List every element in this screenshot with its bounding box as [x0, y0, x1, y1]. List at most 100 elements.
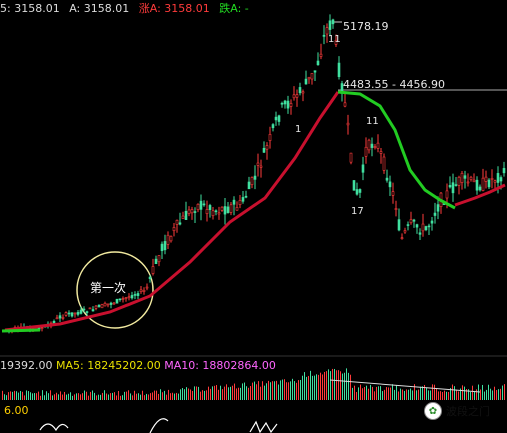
volume-trend-line: [329, 379, 481, 393]
volume-bar: [334, 368, 335, 400]
volume-bar: [80, 394, 81, 400]
volume-bar: [12, 391, 13, 400]
candle-body: [397, 219, 401, 231]
volume-bar: [186, 387, 187, 400]
volume-bar: [22, 391, 23, 400]
volume-bar: [350, 374, 351, 400]
candle-body: [496, 173, 500, 183]
volume-bar: [316, 374, 317, 400]
logo-icon: ✿: [424, 402, 442, 420]
candle-body: [94, 305, 98, 309]
volume-bar: [166, 394, 167, 400]
candle-body: [487, 179, 491, 188]
volume-bar: [140, 394, 141, 400]
candle-body: [85, 311, 89, 313]
volume-bar: [378, 386, 379, 400]
candle-body: [130, 295, 134, 299]
ma-line-green-start: [1, 328, 41, 333]
candle-body: [373, 146, 377, 148]
volume-bar: [414, 384, 415, 400]
volume-bar: [52, 395, 53, 400]
volume-bar: [400, 388, 401, 400]
volume-bar: [24, 395, 25, 400]
volume-bar: [190, 389, 191, 400]
volume-bar: [152, 392, 153, 400]
volume-bar: [376, 386, 377, 400]
candle-body: [100, 304, 104, 309]
candle-body: [79, 309, 83, 314]
volume-bar: [240, 387, 241, 400]
volume-bar: [202, 390, 203, 400]
volume-bar: [338, 370, 339, 400]
candle-body: [52, 320, 56, 324]
candle-body: [415, 224, 419, 228]
candle-body: [355, 189, 359, 195]
candle-body: [139, 289, 143, 293]
label-17: 17: [351, 206, 364, 217]
candle-body: [244, 195, 248, 198]
volume-bar: [328, 369, 329, 400]
candle-body: [229, 204, 233, 213]
candle-body: [283, 100, 287, 105]
candle-body: [271, 124, 275, 129]
volume-bar: [76, 393, 77, 400]
volume-bar: [102, 392, 103, 400]
candle-body: [277, 115, 281, 122]
volume-bar: [230, 386, 231, 400]
volume-bar: [434, 384, 435, 400]
candle-body: [82, 308, 86, 311]
volume-bar: [368, 388, 369, 400]
candle-body: [367, 139, 371, 151]
volume-bar: [404, 390, 405, 400]
volume-bar: [486, 389, 487, 400]
volume-bar: [146, 393, 147, 400]
volume-axis-label: 6.00: [4, 404, 29, 417]
volume-bar: [450, 388, 451, 400]
volume-bar: [420, 386, 421, 400]
volume-bar: [154, 390, 155, 400]
candle-body: [190, 209, 194, 214]
volume-bar: [42, 390, 43, 400]
volume-bar: [148, 394, 149, 400]
volume-bar: [68, 393, 69, 400]
candle-body: [160, 243, 164, 252]
volume-bar: [232, 385, 233, 400]
candle-body: [256, 162, 260, 166]
volume-bar: [310, 370, 311, 400]
header-up: 涨A: 3158.01: [138, 2, 210, 15]
candle-body: [175, 219, 179, 225]
volume-bar: [86, 391, 87, 400]
volume-bar: [252, 382, 253, 400]
volume-bar: [406, 389, 407, 400]
candle-body: [178, 222, 182, 225]
volume-bar: [256, 384, 257, 400]
volume-bar: [20, 390, 21, 400]
volume-bar: [418, 389, 419, 400]
volume-header: 19392.00 MA5: 18245202.00 MA10: 18802864…: [0, 358, 276, 374]
volume-bar: [306, 376, 307, 400]
candle-body: [334, 39, 338, 45]
candle-body: [208, 205, 212, 210]
volume-bar: [234, 383, 235, 400]
candle-body: [58, 315, 62, 319]
volume-bar: [254, 381, 255, 400]
volume-bar: [178, 393, 179, 400]
volume-bar: [158, 393, 159, 400]
volume-bar: [242, 383, 243, 400]
volume-bar: [16, 391, 17, 400]
candle-body: [448, 185, 452, 188]
volume-bar: [128, 390, 129, 400]
volume-bar: [410, 388, 411, 400]
volume-bar: [458, 391, 459, 400]
volume-bar: [258, 381, 259, 400]
volume-bar: [308, 375, 309, 400]
candle-body: [40, 327, 44, 330]
candle-body: [427, 225, 431, 228]
candle-body: [241, 197, 245, 202]
volume-bar: [272, 381, 273, 400]
candle-body: [406, 224, 410, 226]
volume-bar: [180, 389, 181, 400]
volume-bar: [2, 390, 3, 400]
volume-bar: [198, 386, 199, 400]
